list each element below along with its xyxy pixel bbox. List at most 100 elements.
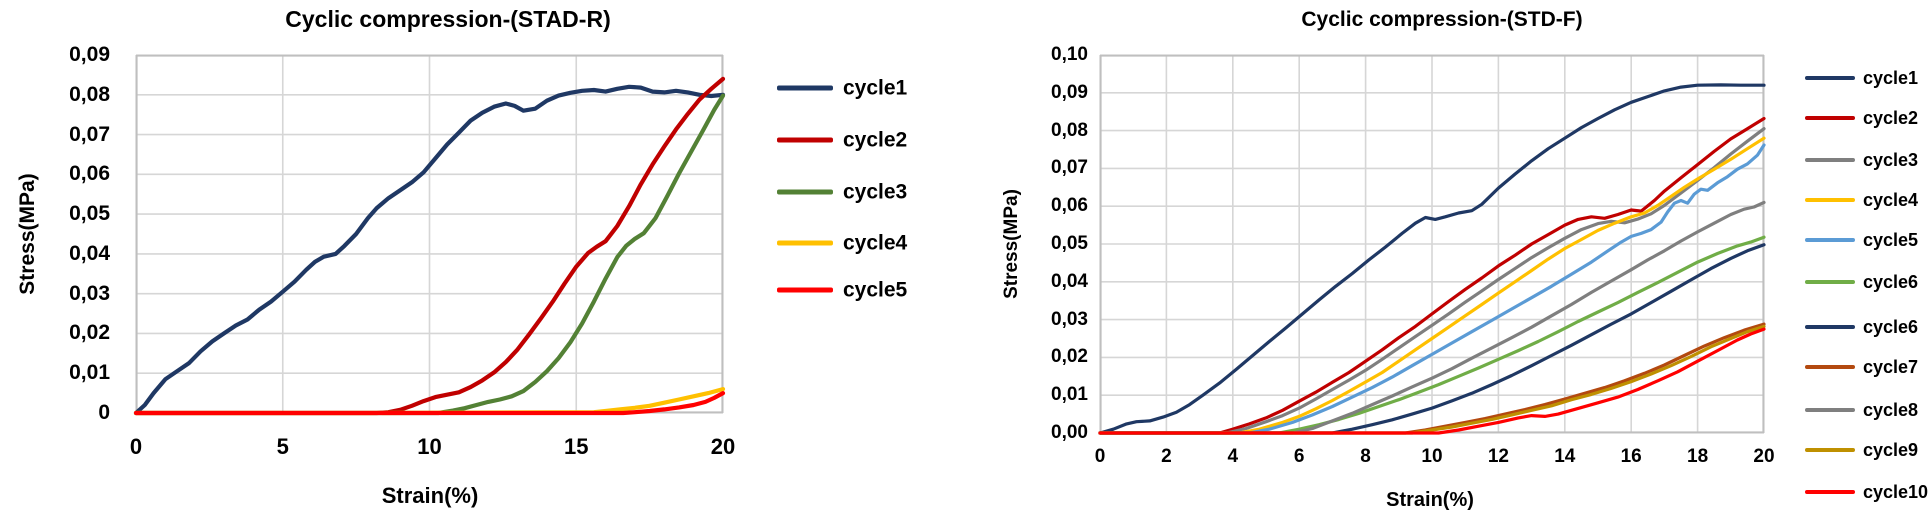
legend-label: cycle10: [1863, 482, 1929, 502]
chart-title: Cyclic compression-(STAD-R): [285, 6, 611, 32]
legend-label: cycle5: [843, 278, 908, 302]
legend-item-cycle5: cycle5: [777, 280, 907, 301]
y-tick-label: 0,08: [69, 82, 110, 106]
legend-line-swatch: [1805, 238, 1855, 242]
chart-stad-r: Cyclic compression-(STAD-R) Stress(MPa) …: [0, 0, 950, 527]
legend-line-swatch: [1805, 158, 1855, 162]
legend-label: cycle7: [1863, 357, 1919, 377]
y-tick-label: 0,07: [69, 122, 110, 146]
x-tick-label: 6: [1293, 446, 1305, 467]
legend-item-cycle10: cycle10: [1805, 483, 1928, 501]
legend-line-swatch: [1805, 325, 1855, 329]
legend-label: cycle2: [1863, 108, 1919, 128]
chart-std-f: Cyclic compression-(STD-F) Stress(MPa) S…: [960, 0, 1930, 527]
y-tick-label: 0,02: [1051, 346, 1088, 368]
series-cycle9: [1098, 324, 1766, 435]
y-tick-label: 0,00: [1051, 422, 1088, 443]
legend-line-swatch: [777, 85, 833, 91]
legend-label: cycle5: [1863, 230, 1919, 250]
legend-item-cycle1: cycle1: [777, 78, 907, 99]
legend-item-cycle9: cycle9: [1805, 441, 1918, 459]
legend-label: cycle6: [1863, 317, 1919, 337]
series-cycle2: [1098, 116, 1766, 435]
y-tick-label: 0,08: [1051, 119, 1088, 141]
series-cycle7: [1098, 322, 1766, 435]
legend-item-cycle2: cycle2: [777, 130, 907, 151]
legend-line-swatch: [1805, 408, 1855, 412]
legend-line-swatch: [1805, 198, 1855, 202]
x-axis-title: Strain(%): [381, 483, 479, 508]
y-tick-label: 0,05: [69, 202, 110, 226]
legend-line-swatch: [1805, 76, 1855, 80]
series-cycle1: [1098, 83, 1766, 435]
x-tick-label: 12: [1487, 446, 1509, 467]
legend-label: cycle9: [1863, 440, 1919, 460]
x-tick-label: 14: [1554, 446, 1576, 467]
legend-item-cycle2: cycle2: [1805, 109, 1918, 127]
series-cycle5: [1098, 143, 1766, 435]
legend-item-cycle3: cycle3: [777, 182, 907, 203]
y-axis-title: Stress(MPa): [16, 173, 39, 295]
legend-line-swatch: [1805, 448, 1855, 452]
legend-label: cycle3: [1863, 150, 1919, 170]
plot-area: [133, 54, 726, 416]
x-axis-title: Strain(%): [1386, 489, 1474, 511]
legend-label: cycle1: [843, 76, 908, 100]
x-tick-label: 0: [1094, 446, 1106, 467]
x-tick-label: 10: [1421, 446, 1443, 467]
x-tick-label: 18: [1687, 446, 1709, 467]
legend-label: cycle1: [1863, 68, 1919, 88]
legend-item-cycle4: cycle4: [777, 233, 907, 254]
legend-line-swatch: [1805, 116, 1855, 120]
y-tick-label: 0,03: [69, 281, 110, 305]
legend-label: cycle3: [843, 180, 908, 204]
y-tick-label: 0,09: [1051, 81, 1088, 103]
plot-area: [1098, 54, 1766, 435]
x-tick-label: 4: [1227, 446, 1239, 467]
legend-item-cycle8: cycle8: [1805, 401, 1918, 419]
y-tick-label: 0,05: [1051, 233, 1088, 254]
series-cycle5: [133, 391, 726, 416]
legend-item-cycle6: cycle6: [1805, 273, 1918, 291]
legend-label: cycle4: [843, 231, 908, 255]
legend-item-cycle1: cycle1: [1805, 69, 1918, 87]
legend-label: cycle8: [1863, 400, 1919, 420]
series-cycle1: [133, 84, 726, 416]
legend-label: cycle2: [843, 128, 908, 152]
legend-label: cycle4: [1863, 190, 1919, 210]
x-tick-label: 20: [710, 434, 736, 459]
legend-line-swatch: [1805, 365, 1855, 369]
x-tick-label: 20: [1753, 446, 1775, 467]
legend-item-cycle4: cycle4: [1805, 191, 1918, 209]
legend-item-cycle3: cycle3: [1805, 151, 1918, 169]
x-tick-label: 10: [417, 434, 442, 459]
y-tick-label: 0,02: [69, 321, 110, 345]
legend-item-cycle7: cycle7: [1805, 358, 1918, 376]
legend-line-swatch: [777, 287, 833, 293]
legend-line-swatch: [1805, 490, 1855, 494]
legend-item-cycle5: cycle5: [1805, 231, 1918, 249]
y-tick-label: 0,04: [1051, 270, 1088, 292]
series-cycle6: [1098, 243, 1766, 435]
x-tick-label: 2: [1161, 446, 1172, 467]
legend-line-swatch: [1805, 280, 1855, 284]
legend-item-cycle6: cycle6: [1805, 318, 1918, 336]
y-tick-label: 0,01: [69, 361, 110, 385]
x-tick-label: 16: [1620, 446, 1642, 467]
y-tick-label: 0: [98, 401, 110, 424]
series-cycle10: [1098, 327, 1766, 435]
series-cycle2: [133, 76, 726, 416]
legend-line-swatch: [777, 189, 833, 195]
legend-label: cycle6: [1863, 272, 1919, 292]
y-tick-label: 0,04: [69, 241, 110, 265]
x-tick-label: 5: [276, 434, 289, 459]
y-tick-label: 0,03: [1051, 308, 1088, 330]
x-tick-label: 0: [129, 434, 143, 459]
y-tick-label: 0,06: [1051, 195, 1088, 217]
y-tick-label: 0,06: [69, 162, 110, 186]
y-tick-label: 0,09: [69, 43, 110, 66]
x-tick-label: 15: [564, 434, 589, 459]
series-cycle8: [1098, 200, 1766, 435]
legend-line-swatch: [777, 240, 833, 246]
